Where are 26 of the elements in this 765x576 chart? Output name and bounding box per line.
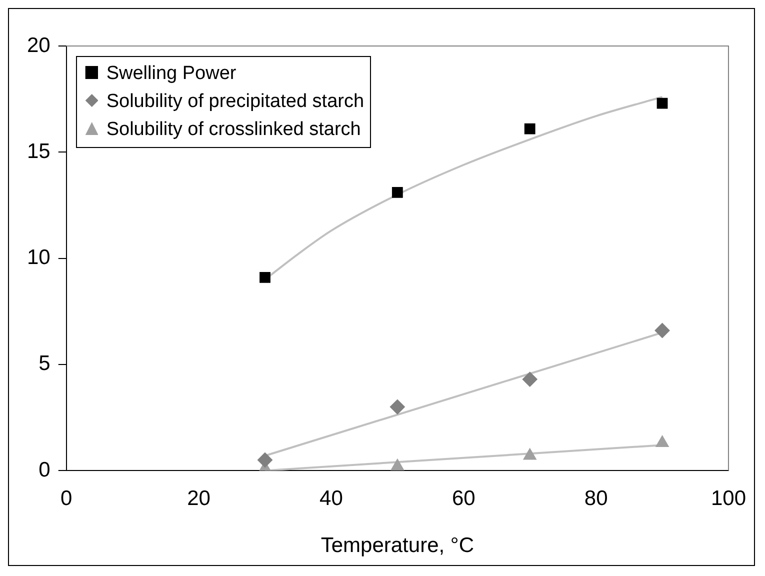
point bbox=[524, 123, 536, 134]
point bbox=[656, 98, 668, 109]
x-tick-label: 80 bbox=[584, 486, 608, 510]
point bbox=[392, 187, 403, 198]
x-tick-label: 0 bbox=[60, 486, 72, 510]
y-tick-label: 10 bbox=[27, 246, 50, 270]
x-tick-label: 40 bbox=[320, 486, 343, 510]
y-tick-label: 5 bbox=[38, 352, 50, 376]
legend-label: Solubility of crosslinked starch bbox=[106, 119, 361, 140]
point bbox=[654, 322, 670, 338]
legend-label: Swelling Power bbox=[106, 63, 236, 84]
point bbox=[523, 448, 536, 460]
x-tick-label: 60 bbox=[452, 486, 476, 510]
point bbox=[260, 272, 270, 283]
x-axis-title: Temperature, °C bbox=[320, 534, 474, 558]
point bbox=[390, 458, 404, 470]
y-tick-label: 15 bbox=[27, 140, 50, 163]
x-tick-label: 20 bbox=[187, 486, 210, 510]
point bbox=[656, 436, 669, 447]
point bbox=[390, 399, 405, 414]
legend-label: Solubility of precipitated starch bbox=[106, 91, 364, 112]
point bbox=[522, 372, 538, 387]
y-tick-label: 20 bbox=[27, 34, 50, 57]
point bbox=[257, 452, 272, 468]
y-tick-label: 0 bbox=[38, 458, 50, 482]
x-tick-label: 100 bbox=[710, 486, 746, 510]
